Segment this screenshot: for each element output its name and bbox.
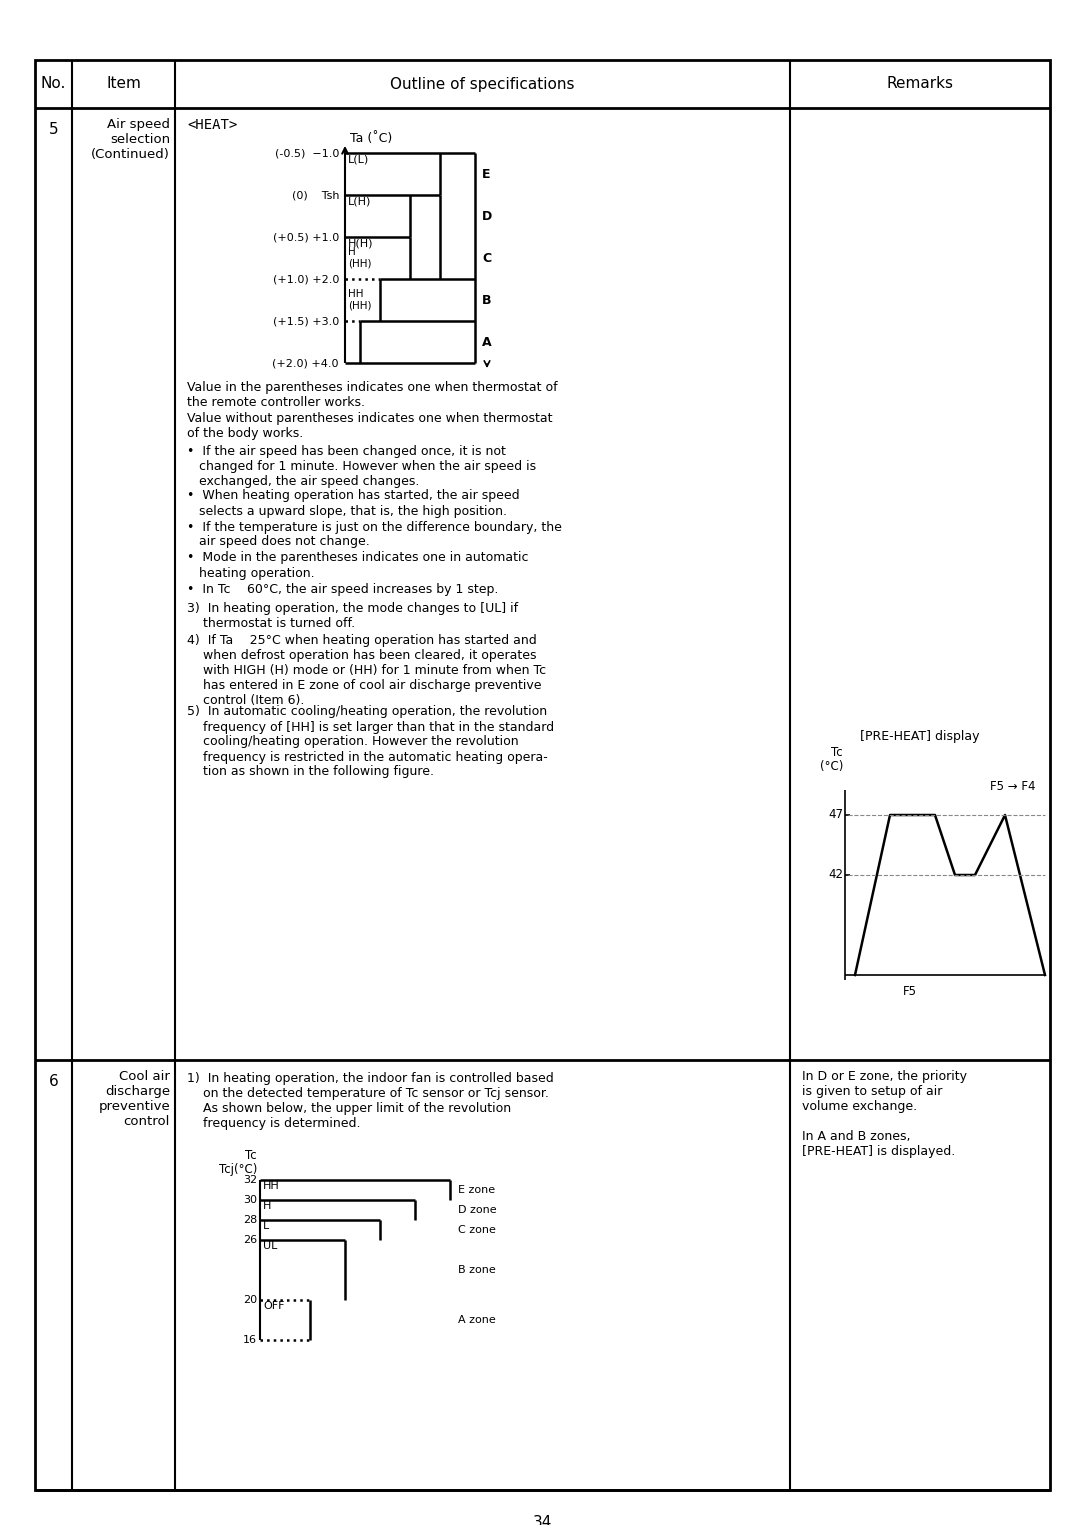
Text: H: H xyxy=(264,1202,271,1211)
Text: E zone: E zone xyxy=(458,1185,495,1196)
Text: 16: 16 xyxy=(243,1334,257,1345)
Text: F5 → F4: F5 → F4 xyxy=(989,779,1035,793)
Text: 1)  In heating operation, the indoor fan is controlled based
    on the detected: 1) In heating operation, the indoor fan … xyxy=(187,1072,554,1130)
Text: 5)  In automatic cooling/heating operation, the revolution
    frequency of [HH]: 5) In automatic cooling/heating operatio… xyxy=(187,706,554,778)
Text: Tc
Tcj(°C): Tc Tcj(°C) xyxy=(218,1148,257,1176)
Text: L(H): L(H) xyxy=(348,197,372,207)
Text: (+1.5) +3.0: (+1.5) +3.0 xyxy=(273,316,339,326)
Text: Tc
(°C): Tc (°C) xyxy=(820,746,843,773)
Text: (-0.5)  −1.0: (-0.5) −1.0 xyxy=(274,148,339,159)
Text: UL: UL xyxy=(264,1241,278,1250)
Text: No.: No. xyxy=(41,76,66,92)
Text: Value without parentheses indicates one when thermostat
of the body works.: Value without parentheses indicates one … xyxy=(187,412,553,441)
Text: (+1.0) +2.0: (+1.0) +2.0 xyxy=(272,274,339,284)
Text: •  If the temperature is just on the difference boundary, the
   air speed does : • If the temperature is just on the diff… xyxy=(187,520,562,549)
Text: Ta (˚C): Ta (˚C) xyxy=(350,133,392,145)
Text: 42: 42 xyxy=(828,869,843,881)
Text: 26: 26 xyxy=(243,1235,257,1244)
Text: (+0.5) +1.0: (+0.5) +1.0 xyxy=(273,232,339,242)
Text: Outline of specifications: Outline of specifications xyxy=(390,76,575,92)
Text: Air speed
selection
(Continued): Air speed selection (Continued) xyxy=(91,117,170,162)
Text: 6: 6 xyxy=(49,1074,58,1089)
Text: H(H): H(H) xyxy=(348,239,374,249)
Text: (0)    Tsh: (0) Tsh xyxy=(292,191,339,200)
Text: Cool air
discharge
preventive
control: Cool air discharge preventive control xyxy=(98,1071,170,1128)
Text: 20: 20 xyxy=(243,1295,257,1305)
Text: D zone: D zone xyxy=(458,1205,497,1215)
Text: (+2.0) +4.0: (+2.0) +4.0 xyxy=(272,358,339,368)
Text: HH
(HH): HH (HH) xyxy=(348,290,372,311)
Text: 30: 30 xyxy=(243,1196,257,1205)
Text: 34: 34 xyxy=(532,1514,552,1525)
Text: B: B xyxy=(482,293,491,307)
Text: •  When heating operation has started, the air speed
   selects a upward slope, : • When heating operation has started, th… xyxy=(187,490,519,517)
Text: L(L): L(L) xyxy=(348,156,369,165)
Text: •  Mode in the parentheses indicates one in automatic
   heating operation.: • Mode in the parentheses indicates one … xyxy=(187,552,528,580)
Text: Item: Item xyxy=(106,76,140,92)
Text: 28: 28 xyxy=(243,1215,257,1225)
Text: 47: 47 xyxy=(828,808,843,822)
Text: B zone: B zone xyxy=(458,1266,496,1275)
Text: <HEAT>: <HEAT> xyxy=(187,117,238,133)
Text: Value in the parentheses indicates one when thermostat of
the remote controller : Value in the parentheses indicates one w… xyxy=(187,381,557,409)
Text: 5: 5 xyxy=(49,122,58,137)
Text: OFF: OFF xyxy=(264,1301,284,1312)
Text: C: C xyxy=(482,252,491,264)
Text: [PRE-HEAT] display: [PRE-HEAT] display xyxy=(861,730,980,743)
Text: A: A xyxy=(482,336,491,349)
Text: 4)  If Ta  25°C when heating operation has started and
    when defrost operatio: 4) If Ta 25°C when heating operation has… xyxy=(187,634,546,708)
Text: •  If the air speed has been changed once, it is not
   changed for 1 minute. Ho: • If the air speed has been changed once… xyxy=(187,445,536,488)
Text: •  In Tc  60°C, the air speed increases by 1 step.: • In Tc 60°C, the air speed increases by… xyxy=(187,583,498,595)
Text: F5: F5 xyxy=(903,985,917,997)
Text: E: E xyxy=(482,168,490,180)
Text: In D or E zone, the priority
is given to setup of air
volume exchange.

In A and: In D or E zone, the priority is given to… xyxy=(802,1071,967,1157)
Text: A zone: A zone xyxy=(458,1315,496,1325)
Text: 3)  In heating operation, the mode changes to [UL] if
    thermostat is turned o: 3) In heating operation, the mode change… xyxy=(187,602,518,630)
Text: C zone: C zone xyxy=(458,1225,496,1235)
Text: 32: 32 xyxy=(243,1174,257,1185)
Text: H
(HH): H (HH) xyxy=(348,247,372,268)
Text: Remarks: Remarks xyxy=(887,76,954,92)
Text: D: D xyxy=(482,209,492,223)
Text: L: L xyxy=(264,1222,269,1231)
Text: HH: HH xyxy=(264,1180,280,1191)
